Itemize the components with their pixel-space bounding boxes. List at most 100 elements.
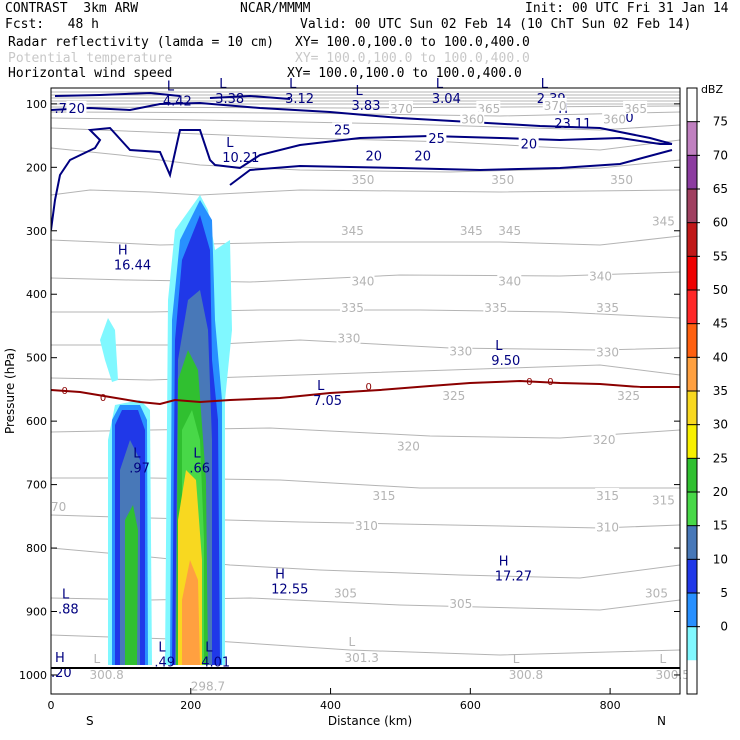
surface-extremum-value: 298.7 — [191, 679, 225, 693]
wind-contour-label: 20 — [414, 150, 431, 165]
x-axis-label: Distance (km) — [328, 714, 412, 728]
theta-label: 345 — [652, 214, 675, 228]
wind-contour-label: 25 — [428, 132, 445, 147]
colorbar-swatch — [687, 88, 697, 122]
wind-extremum-value: 3.38 — [215, 92, 244, 107]
x-tick-label: 200 — [180, 699, 201, 712]
colorbar-swatch — [687, 492, 697, 526]
colorbar-swatch — [687, 626, 697, 661]
wind-contour-label-bg — [518, 136, 539, 151]
theta-label-bg — [354, 517, 379, 531]
wind-extremum-kind: L — [167, 79, 175, 94]
wind-extremum-kind: L — [193, 447, 201, 462]
wind-extremum-value: .20 — [51, 666, 72, 681]
wind-extremum-value: .49 — [154, 655, 175, 670]
theta-label: 320 — [593, 433, 616, 447]
colorbar-label: 10 — [713, 552, 728, 566]
theta-label: 325 — [442, 389, 465, 403]
colorbar-swatch — [687, 391, 697, 425]
wind-extremum-value: 3.83 — [352, 99, 381, 114]
wind-labels: .72L4.42L3.38L3.12L3.83L3.04L2.39H23.11L… — [51, 77, 636, 681]
reflectivity-field — [100, 195, 232, 665]
wind-extremum-value: 4.01 — [201, 655, 230, 670]
field-theta-xy: XY= 100.0,100.0 to 100.0,400.0 — [295, 51, 530, 66]
theta-label-bg — [340, 222, 365, 236]
y-tick-label: 1000 — [19, 669, 47, 682]
field-wind-xy: XY= 100.0,100.0 to 100.0,400.0 — [287, 66, 522, 81]
title-init: Init: 00 UTC Fri 31 Jan 14 — [525, 1, 729, 16]
x-tick-label: 600 — [460, 699, 481, 712]
theta-label: 315 — [652, 493, 675, 507]
surface-extremum-value: 300.8 — [509, 668, 543, 682]
freezing-label: 0 — [366, 382, 372, 393]
theta-label-bg — [350, 172, 375, 186]
theta-label-bg — [616, 387, 641, 401]
field-wind: Horizontal wind speed — [8, 66, 173, 81]
colorbar-label: 50 — [713, 283, 728, 297]
surface-extremum-value: 300.8 — [89, 668, 123, 682]
y-tick-label: 500 — [26, 352, 47, 365]
wind-extremum-kind: L — [158, 640, 166, 655]
y-tick-label: 400 — [26, 288, 47, 301]
colorbar-swatch — [687, 256, 697, 290]
wind-extremum-kind: L — [541, 77, 549, 92]
wind-extremum-kind: L — [205, 640, 213, 655]
theta-label-bg — [588, 268, 613, 282]
reflectivity-region — [182, 560, 200, 665]
y-tick-label: 600 — [26, 415, 47, 428]
y-axis-label: Pressure (hPa) — [3, 348, 17, 434]
colorbar-swatch — [687, 424, 697, 459]
colorbar-swatch — [687, 357, 697, 391]
colorbar-unit: dBZ — [701, 83, 724, 96]
wind-extremum-kind: L — [495, 339, 503, 354]
theta-label: 325 — [617, 389, 640, 403]
theta-label: 335 — [484, 301, 507, 315]
theta-label-bg — [595, 488, 620, 502]
wind-extremum-kind: H — [118, 244, 128, 259]
wind-extremum-value: 12.55 — [271, 582, 308, 597]
theta-label-bg — [441, 387, 466, 401]
title-project: CONTRAST 3km ARW — [5, 1, 139, 16]
wind-extremum-kind: L — [226, 136, 234, 151]
theta-label: 345 — [498, 224, 521, 238]
wind-contour-label: 20 — [366, 150, 383, 165]
theta-label: 305 — [334, 587, 357, 601]
theta-label-bg — [609, 172, 634, 186]
wind-contour-label: 20 — [68, 102, 85, 117]
wind-extremum-value: 7.05 — [313, 394, 342, 409]
theta-label-bg — [371, 488, 396, 502]
theta-label: 340 — [498, 275, 521, 289]
wind-extremum-kind: H — [499, 555, 509, 570]
theta-label: 340 — [352, 275, 375, 289]
freezing-level — [51, 379, 680, 406]
theta-label-bg — [50, 498, 74, 512]
freezing-labels: 0 0 0 0 0 — [61, 377, 553, 404]
theta-label-bg — [497, 273, 522, 287]
wind-extremum-value: 16.44 — [114, 259, 151, 274]
theta-label-bg — [623, 100, 648, 114]
y-tick-label: 700 — [26, 479, 47, 492]
y-tick-label: 800 — [26, 542, 47, 555]
colorbar-label: 0 — [720, 620, 728, 634]
wind-extremum-value: 3.12 — [285, 92, 314, 107]
wind-extremum-value: 4.42 — [163, 94, 192, 109]
theta-label-bg — [542, 97, 567, 111]
theta-label-bg — [497, 222, 522, 236]
theta-label-bg — [595, 344, 620, 358]
wind-extremum-kind: L — [219, 77, 227, 92]
field-reflectivity-xy: XY= 100.0,100.0 to 100.0,400.0 — [295, 35, 530, 50]
wind-contour-label-bg — [412, 148, 433, 163]
surface-extremum-kind: L — [513, 652, 520, 666]
wind-speed-contours — [51, 91, 673, 231]
theta-label: 350 — [610, 173, 633, 187]
theta-label-bg — [395, 438, 420, 452]
surface-extremum-kind: L — [660, 652, 667, 666]
colorbar-swatch — [687, 189, 697, 223]
colorbar-label: 65 — [713, 182, 728, 196]
x-tick-label: 0 — [48, 699, 55, 712]
colorbar-swatch — [687, 290, 697, 324]
theta-label-bg — [476, 100, 501, 114]
